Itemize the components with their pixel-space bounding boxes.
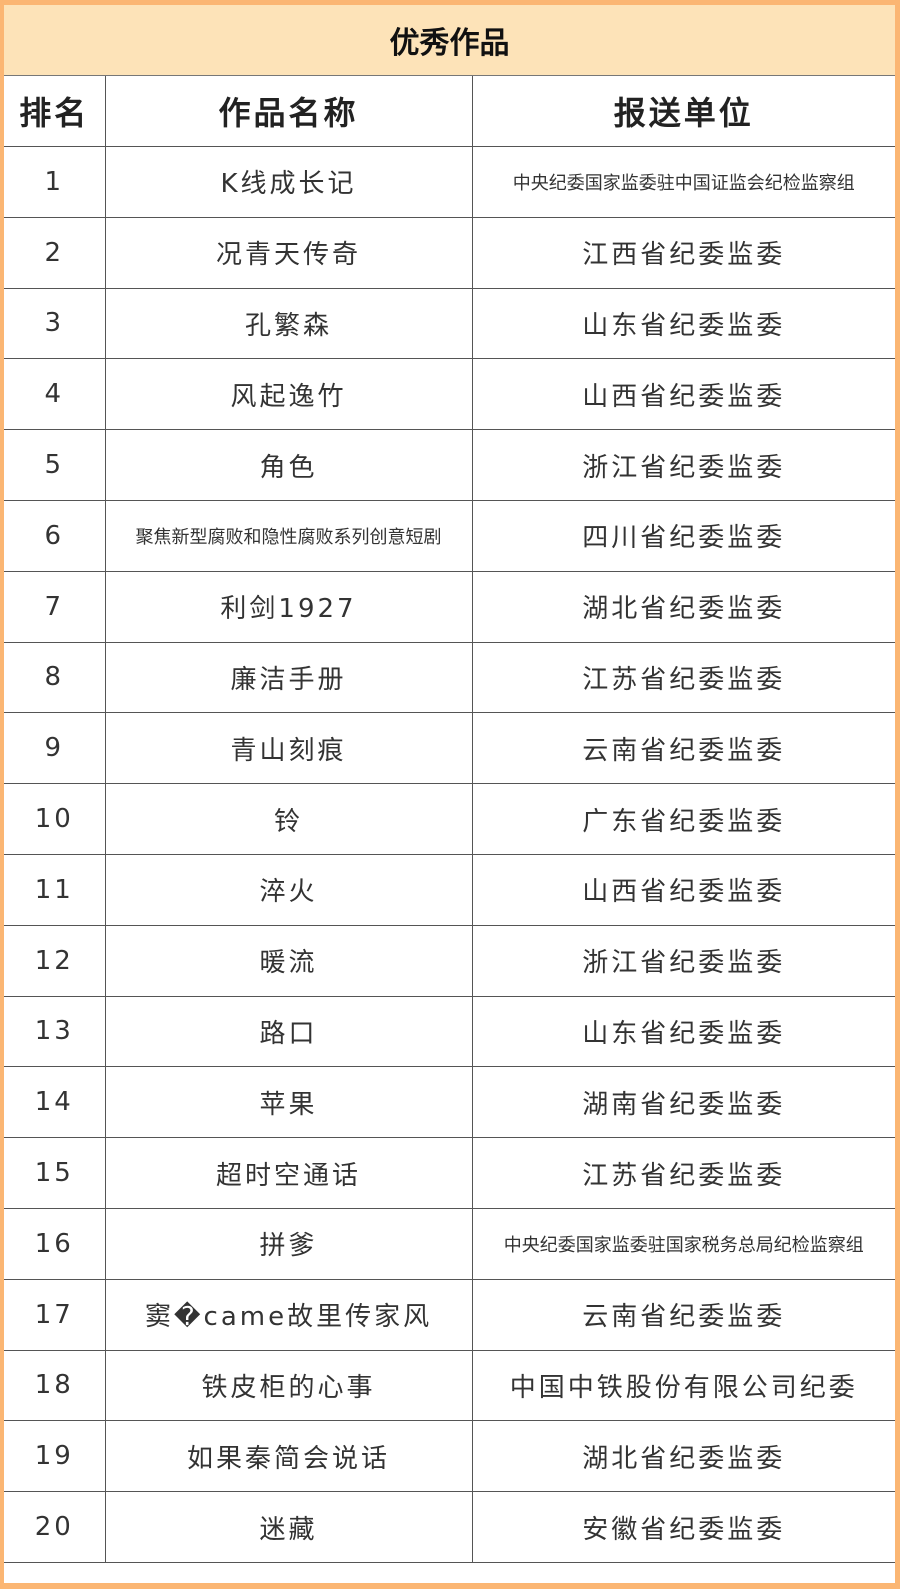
rank-cell: 14 bbox=[4, 1066, 106, 1139]
unit-cell: 江苏省纪委监委 bbox=[471, 1137, 895, 1209]
table-row: 8 廉洁手册 江苏省纪委监委 bbox=[4, 641, 895, 714]
table-row: 19 如果秦简会说话 湖北省纪委监委 bbox=[4, 1420, 895, 1493]
work-cell: 苹果 bbox=[104, 1066, 473, 1139]
table-row: 4 风起逸竹 山西省纪委监委 bbox=[4, 358, 895, 431]
table-row: 16 拼爹 中央纪委国家监委驻国家税务总局纪检监察组 bbox=[4, 1207, 895, 1280]
unit-cell: 中国中铁股份有限公司纪委 bbox=[471, 1349, 895, 1422]
work-cell: 窦�came故里传家风 bbox=[104, 1278, 473, 1351]
rank-cell: 13 bbox=[4, 995, 106, 1068]
work-cell: 利剑1927 bbox=[104, 570, 473, 643]
work-cell: 聚焦新型腐败和隐性腐败系列创意短剧 bbox=[104, 499, 473, 572]
unit-cell: 浙江省纪委监委 bbox=[471, 924, 895, 997]
header-work: 作品名称 bbox=[104, 76, 473, 147]
unit-cell: 湖北省纪委监委 bbox=[471, 1420, 895, 1493]
unit-cell: 安徽省纪委监委 bbox=[471, 1491, 895, 1563]
work-cell: 风起逸竹 bbox=[104, 358, 473, 431]
table-row: 7 利剑1927 湖北省纪委监委 bbox=[4, 570, 895, 643]
unit-cell: 山东省纪委监委 bbox=[471, 287, 895, 360]
awards-table-frame: 优秀作品 排名 作品名称 报送单位 1 K线成长记 中央纪委国家监委驻中国证监会纪检… bbox=[4, 5, 895, 1583]
rank-cell: 19 bbox=[4, 1420, 106, 1493]
table-row: 3 孔繁森 山东省纪委监委 bbox=[4, 287, 895, 360]
rank-cell: 10 bbox=[4, 783, 106, 855]
work-cell: 拼爹 bbox=[104, 1207, 473, 1280]
rank-cell: 4 bbox=[4, 358, 106, 431]
table-row: 6 聚焦新型腐败和隐性腐败系列创意短剧 四川省纪委监委 bbox=[4, 499, 895, 572]
unit-cell: 云南省纪委监委 bbox=[471, 712, 895, 785]
unit-cell: 山西省纪委监委 bbox=[471, 358, 895, 431]
table-row: 10 铃广东省纪委监委 bbox=[4, 783, 895, 855]
rank-cell: 6 bbox=[4, 499, 106, 572]
unit-cell: 江西省纪委监委 bbox=[471, 216, 895, 289]
rank-cell: 2 bbox=[4, 216, 106, 289]
table-row: 20 迷藏 安徽省纪委监委 bbox=[4, 1491, 895, 1563]
work-cell: 况青天传奇 bbox=[104, 216, 473, 289]
rank-cell: 5 bbox=[4, 429, 106, 501]
unit-cell: 湖南省纪委监委 bbox=[471, 1066, 895, 1139]
rank-cell: 7 bbox=[4, 570, 106, 643]
table-row: 17 窦�came故里传家风 云南省纪委监委 bbox=[4, 1278, 895, 1351]
header-row: 排名 作品名称 报送单位 bbox=[4, 76, 895, 147]
work-cell: 铁皮柜的心事 bbox=[104, 1349, 473, 1422]
unit-cell: 山东省纪委监委 bbox=[471, 995, 895, 1068]
work-cell: 廉洁手册 bbox=[104, 641, 473, 714]
work-cell: 铃 bbox=[104, 783, 473, 855]
rank-cell: 16 bbox=[4, 1207, 106, 1280]
table-row: 5 角色 浙江省纪委监委 bbox=[4, 429, 895, 501]
unit-cell: 浙江省纪委监委 bbox=[471, 429, 895, 501]
header-unit: 报送单位 bbox=[471, 76, 895, 147]
work-cell: 路口 bbox=[104, 995, 473, 1068]
unit-cell: 山西省纪委监委 bbox=[471, 853, 895, 926]
rank-cell: 17 bbox=[4, 1278, 106, 1351]
rank-cell: 9 bbox=[4, 712, 106, 785]
work-cell: 迷藏 bbox=[104, 1491, 473, 1563]
unit-cell: 湖北省纪委监委 bbox=[471, 570, 895, 643]
rank-cell: 15 bbox=[4, 1137, 106, 1209]
unit-cell: 广东省纪委监委 bbox=[471, 783, 895, 855]
rank-cell: 11 bbox=[4, 853, 106, 926]
rank-cell: 18 bbox=[4, 1349, 106, 1422]
table-row: 13 路口 山东省纪委监委 bbox=[4, 995, 895, 1068]
unit-cell: 中央纪委国家监委驻国家税务总局纪检监察组 bbox=[471, 1207, 895, 1280]
table-row: 1 K线成长记 中央纪委国家监委驻中国证监会纪检监察组 bbox=[4, 146, 895, 218]
table-row: 9 青山刻痕 云南省纪委监委 bbox=[4, 712, 895, 785]
table-row: 15 超时空通话 江苏省纪委监委 bbox=[4, 1137, 895, 1209]
unit-cell: 四川省纪委监委 bbox=[471, 499, 895, 572]
work-cell: 角色 bbox=[104, 429, 473, 501]
table-row: 11 淬火 山西省纪委监委 bbox=[4, 853, 895, 926]
work-cell: K线成长记 bbox=[104, 146, 473, 218]
table-row: 14 苹果 湖南省纪委监委 bbox=[4, 1066, 895, 1139]
rank-cell: 8 bbox=[4, 641, 106, 714]
table-row: 12 暖流 浙江省纪委监委 bbox=[4, 924, 895, 997]
work-cell: 青山刻痕 bbox=[104, 712, 473, 785]
table-body: 1 K线成长记 中央纪委国家监委驻中国证监会纪检监察组 2 况青天传奇 江西省纪委监委 3 孔… bbox=[4, 146, 895, 1563]
table-row: 2 况青天传奇 江西省纪委监委 bbox=[4, 216, 895, 289]
table-title: 优秀作品 bbox=[4, 5, 895, 76]
unit-cell: 江苏省纪委监委 bbox=[471, 641, 895, 714]
unit-cell: 云南省纪委监委 bbox=[471, 1278, 895, 1351]
work-cell: 超时空通话 bbox=[104, 1137, 473, 1209]
work-cell: 如果秦简会说话 bbox=[104, 1420, 473, 1493]
work-cell: 孔繁森 bbox=[104, 287, 473, 360]
unit-cell: 中央纪委国家监委驻中国证监会纪检监察组 bbox=[471, 146, 895, 218]
awards-table: 排名 作品名称 报送单位 1 K线成长记 中央纪委国家监委驻中国证监会纪检监察组 2 况… bbox=[4, 76, 895, 1563]
work-cell: 暖流 bbox=[104, 924, 473, 997]
rank-cell: 12 bbox=[4, 924, 106, 997]
rank-cell: 3 bbox=[4, 287, 106, 360]
header-rank: 排名 bbox=[4, 76, 106, 147]
work-cell: 淬火 bbox=[104, 853, 473, 926]
table-row: 18 铁皮柜的心事 中国中铁股份有限公司纪委 bbox=[4, 1349, 895, 1422]
rank-cell: 20 bbox=[4, 1491, 106, 1563]
rank-cell: 1 bbox=[4, 146, 106, 218]
